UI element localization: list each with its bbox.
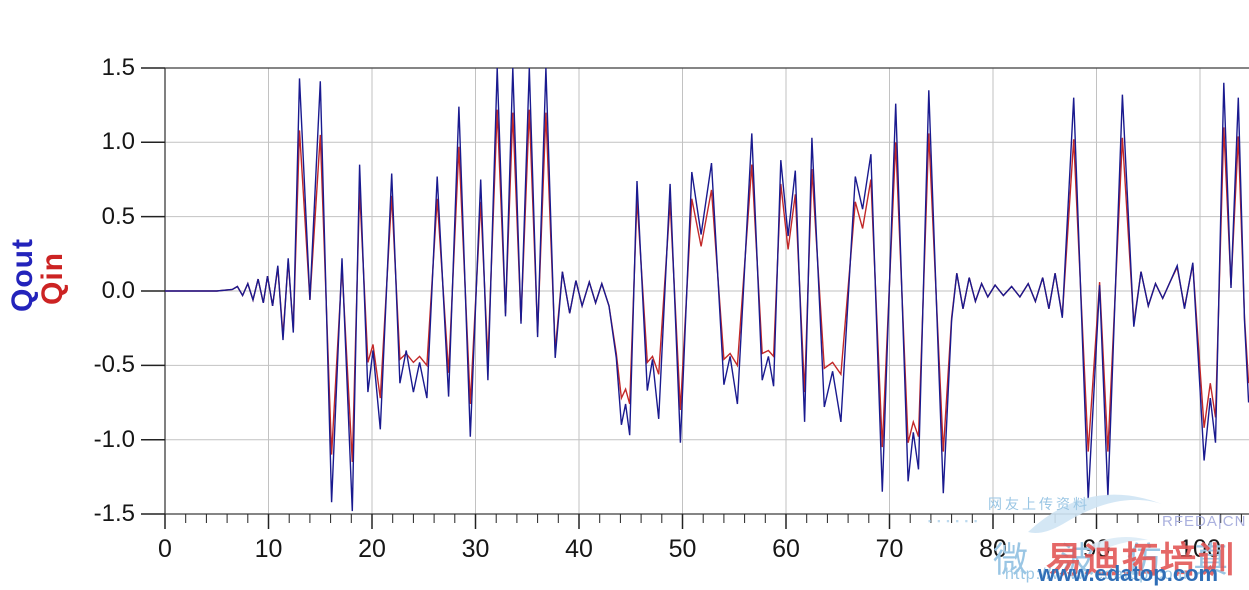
y-tick-label-1.0: 1.0 xyxy=(101,128,135,156)
watermark-upload-note: 网友上传资料 xyxy=(988,496,1090,512)
x-tick-label-0: 0 xyxy=(158,535,172,563)
x-tick-label-20: 20 xyxy=(358,535,386,563)
x-tick-label-70: 70 xyxy=(875,535,904,563)
y-tick-label-0.0: 0.0 xyxy=(101,277,135,304)
x-tick-label-30: 30 xyxy=(461,535,490,563)
y-tick-label--1.5: -1.5 xyxy=(93,500,135,528)
x-tick-label-80: 80 xyxy=(979,535,1007,563)
y-tick-label-0.5: 0.5 xyxy=(101,202,135,230)
watermark-big-chinese: 微 波 仿 真 xyxy=(993,541,1240,580)
x-tick-label-60: 60 xyxy=(772,535,800,563)
watermark-brand-chinese: 易迪拓培训 xyxy=(1046,539,1237,580)
y-tick-label--0.5: -0.5 xyxy=(93,351,135,379)
watermark-rfeda-label: RFEDA|CN xyxy=(1162,513,1247,530)
watermark-url-bold: www.edatop.com xyxy=(1038,561,1219,586)
watermark-url-light: http://www.edatop.com xyxy=(1005,566,1188,583)
x-tick-label-40: 40 xyxy=(565,535,593,563)
y-tick-label--1.0: -1.0 xyxy=(93,425,135,453)
watermark-logo-squares: ▪▪▪▪▪▪ xyxy=(928,516,984,526)
series-qout-path xyxy=(165,67,1249,512)
x-tick-label-10: 10 xyxy=(254,535,283,563)
y-tick-label-1.5: 1.5 xyxy=(101,53,135,81)
x-tick-label-100: 100 xyxy=(1179,535,1221,563)
x-tick-label-50: 50 xyxy=(668,535,697,563)
